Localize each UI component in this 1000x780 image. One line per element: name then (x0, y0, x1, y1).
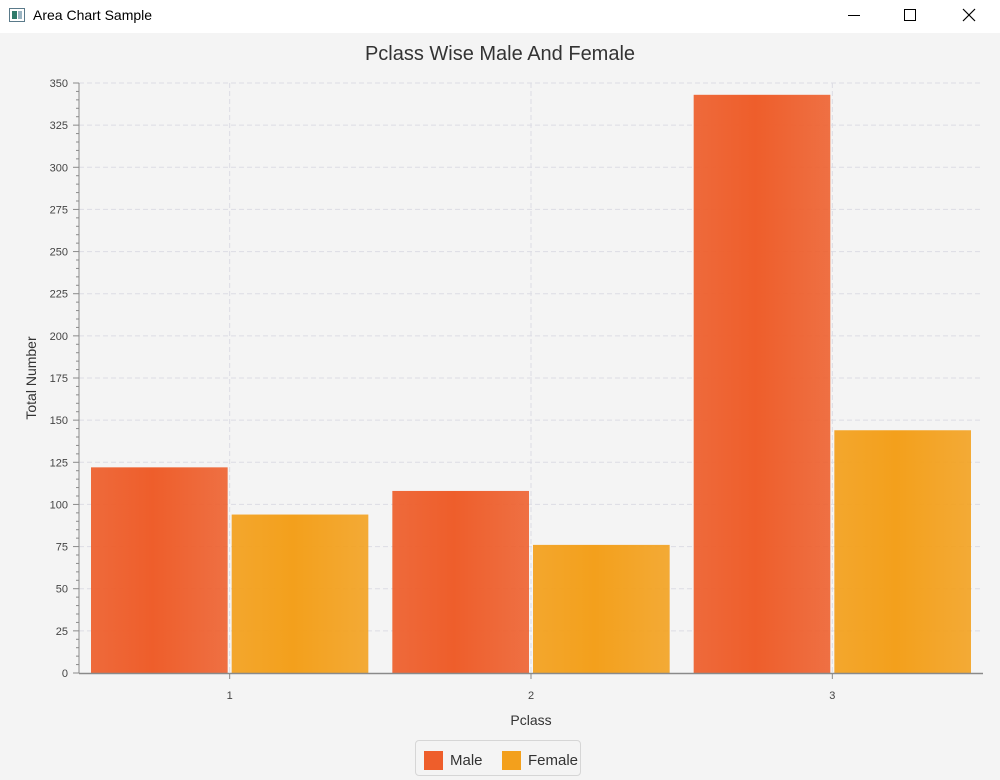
chart-legend: Male Female (415, 740, 581, 776)
x-axis-label: Pclass (510, 712, 551, 728)
legend-label-male: Male (450, 751, 483, 769)
y-tick-label: 0 (62, 668, 68, 680)
bar-female-2 (533, 544, 670, 673)
y-tick-label: 75 (56, 542, 68, 554)
legend-item-male: Male (424, 750, 483, 770)
close-button[interactable] (946, 0, 992, 33)
minimize-icon (848, 15, 860, 16)
y-tick-label: 200 (50, 331, 68, 343)
maximize-button[interactable] (887, 0, 933, 33)
y-tick-label: 300 (50, 162, 68, 174)
legend-item-female: Female (502, 750, 578, 770)
x-tick-label: 2 (528, 690, 534, 702)
bar-male-3 (693, 94, 831, 674)
maximize-icon (904, 9, 916, 21)
bar-male-2 (392, 490, 529, 673)
java-app-icon (9, 8, 25, 22)
x-tick-label: 3 (829, 690, 835, 702)
title-bar: Area Chart Sample (0, 0, 1000, 33)
y-tick-label: 325 (50, 120, 68, 132)
y-tick-label: 175 (50, 373, 68, 385)
y-tick-label: 275 (50, 204, 68, 216)
bar-chart: 0 25 50 75 100 125 150 175 200 225 250 275 300 325 350… (23, 78, 983, 728)
y-tick-label: 225 (50, 289, 68, 301)
legend-label-female: Female (528, 751, 579, 769)
bar-female-3 (834, 430, 971, 673)
legend-swatch-male (424, 750, 443, 770)
y-tick-label: 50 (56, 584, 68, 596)
window-title: Area Chart Sample (33, 7, 153, 23)
minimize-button[interactable] (831, 0, 877, 33)
y-tick-label: 125 (50, 457, 68, 469)
y-tick-label: 25 (56, 626, 68, 638)
bar-male-1 (91, 467, 228, 673)
bar-female-1 (231, 514, 369, 673)
y-axis-label: Total Number (23, 336, 39, 420)
close-icon (962, 8, 976, 22)
chart-title: Pclass Wise Male And Female (364, 43, 636, 65)
y-tick-label: 250 (50, 247, 68, 259)
y-tick-label: 150 (50, 415, 68, 427)
y-tick-label: 100 (50, 499, 68, 511)
x-tick-label: 1 (227, 690, 233, 702)
chart-area: Pclass Wise Male And Female 0 25 50 75 100 12… (0, 33, 1000, 780)
legend-swatch-female (502, 750, 521, 770)
y-tick-label: 350 (50, 78, 68, 90)
